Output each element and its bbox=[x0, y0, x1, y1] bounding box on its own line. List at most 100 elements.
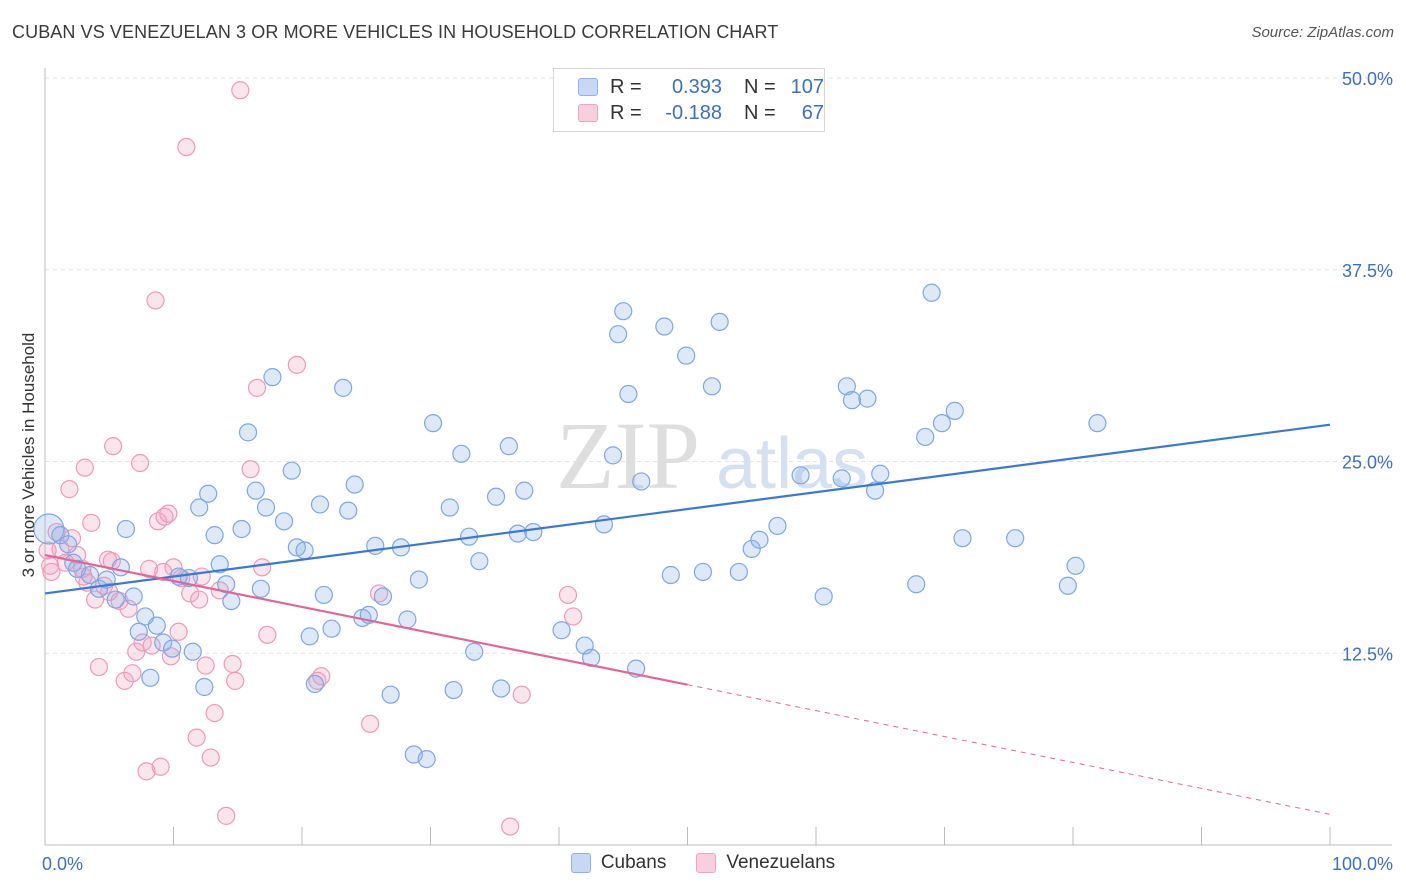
cuban-point-58 bbox=[444, 680, 463, 700]
venezuelan-point-38 bbox=[177, 137, 196, 157]
cubans-swatch bbox=[578, 78, 598, 96]
venezuelan-point-36 bbox=[169, 622, 188, 641]
cubans-points bbox=[33, 283, 1107, 769]
cuban-point-104 bbox=[1058, 576, 1077, 595]
cuban-point-20 bbox=[183, 642, 202, 661]
cuban-point-1 bbox=[51, 526, 70, 545]
venezuelan-point-50 bbox=[241, 460, 260, 479]
venezuelan-point-62 bbox=[512, 685, 531, 704]
venezuelans-legend-swatch bbox=[696, 853, 717, 873]
cuban-point-87 bbox=[750, 530, 769, 549]
cuban-point-100 bbox=[932, 414, 952, 433]
source-credit: Source: ZipAtlas.com bbox=[1251, 24, 1394, 41]
r-value: -0.188 bbox=[665, 101, 722, 124]
cuban-point-69 bbox=[552, 621, 571, 640]
cuban-point-50 bbox=[381, 685, 400, 704]
venezuelan-point-2 bbox=[42, 562, 61, 582]
cuban-point-99 bbox=[922, 283, 941, 302]
cuban-point-31 bbox=[251, 579, 270, 598]
legend-item-venezuelans[interactable]: Venezuelans bbox=[696, 852, 835, 874]
cuban-point-9 bbox=[111, 558, 130, 577]
venezuelan-point-57 bbox=[361, 714, 380, 733]
venezuelan-point-17 bbox=[102, 552, 121, 571]
cuban-point-65 bbox=[499, 437, 518, 456]
watermark-atlas: atlas bbox=[716, 424, 868, 504]
cuban-point-25 bbox=[210, 555, 229, 574]
legend-row-venezuelans: R = -0.188 N = 67 bbox=[554, 100, 824, 126]
venezuelan-point-40 bbox=[187, 728, 206, 747]
cuban-point-79 bbox=[655, 317, 674, 336]
venezuelans-points bbox=[38, 81, 583, 836]
cuban-point-45 bbox=[345, 475, 364, 494]
cuban-point-90 bbox=[814, 587, 833, 606]
y-axis-label: 3 or more Vehicles in Household bbox=[19, 333, 38, 578]
cubans-trend-line bbox=[44, 423, 1331, 595]
venezuelan-point-26 bbox=[137, 762, 156, 781]
venezuelan-point-52 bbox=[253, 558, 272, 577]
cuban-point-16 bbox=[154, 633, 173, 652]
venezuelan-point-48 bbox=[226, 671, 245, 690]
cuban-point-44 bbox=[339, 501, 358, 520]
venezuelan-point-29 bbox=[146, 291, 165, 310]
cuban-point-54 bbox=[409, 570, 429, 589]
cuban-point-38 bbox=[300, 627, 319, 646]
cuban-point-41 bbox=[314, 585, 333, 605]
venezuelan-point-61 bbox=[501, 817, 520, 836]
venezuelan-point-23 bbox=[127, 642, 146, 661]
n-label: N = bbox=[744, 75, 776, 98]
trend-lines bbox=[44, 423, 1331, 815]
cuban-point-22 bbox=[195, 677, 214, 697]
cuban-point-32 bbox=[256, 498, 276, 517]
cuban-point-33 bbox=[263, 368, 282, 387]
cuban-point-63 bbox=[486, 487, 506, 506]
cuban-point-42 bbox=[322, 619, 341, 638]
venezuelan-point-47 bbox=[223, 654, 242, 674]
cubans-legend-swatch bbox=[570, 853, 591, 873]
n-label: N = bbox=[744, 101, 776, 124]
legend-item-cubans[interactable]: Cubans bbox=[570, 852, 666, 874]
tick-labels: 12.5% 25.0% 37.5% 50.0% 0.0% 100.0% bbox=[42, 69, 1393, 874]
cuban-point-40 bbox=[310, 495, 330, 514]
venezuelan-point-27 bbox=[139, 559, 159, 578]
venezuelan-point-18 bbox=[104, 437, 123, 456]
venezuelan-point-59 bbox=[558, 585, 578, 605]
cuban-point-92 bbox=[837, 377, 856, 396]
cuban-point-102 bbox=[953, 529, 972, 548]
r-label: R = bbox=[610, 75, 642, 98]
venezuelan-point-22 bbox=[123, 664, 142, 683]
cuban-point-62 bbox=[470, 552, 489, 571]
cuban-point-66 bbox=[508, 524, 527, 543]
venezuelan-point-31 bbox=[151, 757, 170, 776]
r-label: R = bbox=[610, 101, 642, 124]
cuban-point-96 bbox=[871, 464, 890, 483]
cuban-point-35 bbox=[282, 461, 301, 480]
series-legend: Cubans Venezuelans bbox=[0, 852, 1406, 874]
cuban-point-52 bbox=[398, 610, 417, 629]
venezuelans-trend-line-dashed bbox=[687, 684, 1331, 815]
cuban-point-28 bbox=[232, 519, 251, 539]
venezuelan-point-12 bbox=[82, 513, 101, 532]
cuban-point-21 bbox=[190, 498, 209, 517]
venezuelan-point-24 bbox=[130, 453, 150, 473]
venezuelan-point-30 bbox=[148, 512, 168, 531]
cuban-point-101 bbox=[945, 401, 964, 420]
cuban-point-10 bbox=[116, 519, 136, 539]
cuban-point-82 bbox=[693, 562, 713, 582]
x-tick-label-1: 100.0% bbox=[1332, 854, 1393, 874]
venezuelan-point-44 bbox=[205, 703, 224, 723]
cuban-point-14 bbox=[141, 668, 160, 687]
cuban-point-75 bbox=[614, 302, 633, 321]
cuban-point-39 bbox=[305, 674, 324, 694]
cuban-point-64 bbox=[492, 679, 511, 698]
legend-row-cubans: R = 0.393 N = 107 bbox=[554, 74, 824, 100]
cuban-point-81 bbox=[677, 346, 696, 365]
cuban-point-49 bbox=[373, 587, 393, 606]
venezuelan-point-28 bbox=[142, 636, 161, 655]
venezuelan-point-43 bbox=[201, 748, 220, 767]
cuban-point-73 bbox=[603, 446, 623, 465]
cuban-point-34 bbox=[274, 512, 294, 531]
cuban-point-23 bbox=[199, 484, 218, 503]
cuban-point-103 bbox=[1006, 529, 1025, 548]
venezuelan-point-33 bbox=[159, 504, 178, 523]
